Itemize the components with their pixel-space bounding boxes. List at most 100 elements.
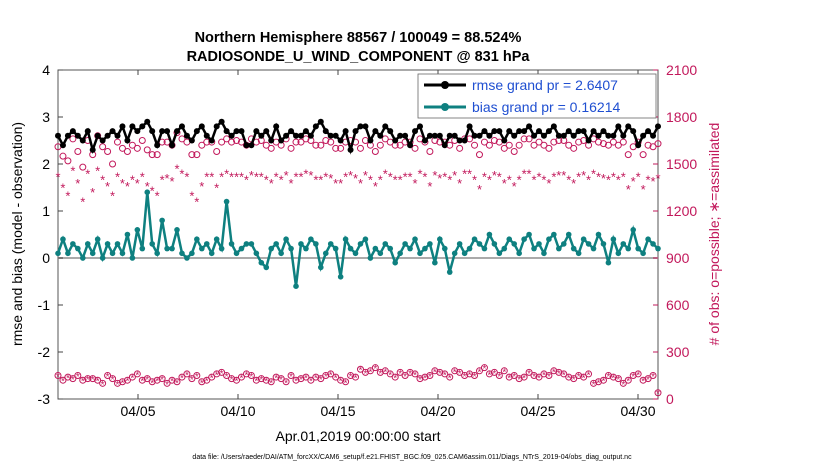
obs-possible-point xyxy=(327,138,335,146)
obs-possible-point xyxy=(471,141,479,149)
obs-possible-point xyxy=(302,373,310,381)
rmse-point xyxy=(188,137,195,144)
bias-point xyxy=(203,241,210,247)
obs-possible-point xyxy=(530,372,538,379)
rmse-point xyxy=(59,142,66,149)
y-tick-label-left: 3 xyxy=(42,109,50,125)
rmse-point xyxy=(337,137,344,144)
obs-assimilated-low-point: * xyxy=(264,377,268,388)
obs-assimilated-low-point: * xyxy=(56,372,60,383)
obs-assimilated-low-point: * xyxy=(339,377,343,388)
obs-possible-point xyxy=(466,370,474,378)
legend-box xyxy=(417,73,657,119)
obs-assimilated-low-point: * xyxy=(641,377,645,388)
y-tick-label-right: 2100 xyxy=(666,62,697,78)
obs-assimilated-point: * xyxy=(184,170,189,185)
rmse-point xyxy=(496,128,503,135)
bias-point xyxy=(55,250,61,257)
rmse-point xyxy=(213,123,220,130)
rmse-point xyxy=(84,128,91,135)
y-tick-label-right: 1500 xyxy=(666,156,697,172)
rmse-point xyxy=(134,128,141,135)
obs-assimilated-low-point: * xyxy=(463,372,467,383)
rmse-point xyxy=(169,142,176,149)
rmse-point xyxy=(526,123,533,130)
obs-possible-point xyxy=(639,151,647,159)
y-tick-label-left: 4 xyxy=(42,62,50,78)
bias-point xyxy=(243,241,250,247)
obs-assimilated-low-point: * xyxy=(597,378,601,389)
obs-assimilated-low-point: * xyxy=(106,372,110,383)
rmse-point xyxy=(630,128,637,135)
obs-assimilated-point: * xyxy=(100,173,105,188)
obs-assimilated-low-point: * xyxy=(254,377,258,388)
obs-assimilated-point: * xyxy=(179,166,184,181)
obs-possible-point xyxy=(376,141,384,149)
obs-possible-point xyxy=(421,373,429,381)
obs-assimilated-low-point: * xyxy=(557,369,561,380)
obs-possible-point xyxy=(208,373,216,381)
rmse-point xyxy=(367,137,374,144)
obs-assimilated-point: * xyxy=(115,170,120,185)
obs-assimilated-point: * xyxy=(150,184,155,199)
x-tick-label: 04/10 xyxy=(220,403,255,419)
obs-assimilated-low-point: * xyxy=(403,372,407,383)
rmse-point xyxy=(332,132,339,139)
rmse-point xyxy=(302,128,309,135)
obs-assimilated-low-point: * xyxy=(81,377,85,388)
rmse-point xyxy=(307,132,314,139)
rmse-point xyxy=(620,132,627,139)
rmse-point xyxy=(159,128,166,135)
obs-assimilated-point: * xyxy=(517,173,522,188)
obs-possible-point xyxy=(510,372,518,379)
bias-point xyxy=(625,245,632,252)
obs-possible-point xyxy=(267,144,275,152)
obs-assimilated-point: * xyxy=(279,173,284,188)
obs-assimilated-point: * xyxy=(442,170,447,185)
obs-assimilated-low-point: * xyxy=(656,389,660,400)
rmse-point xyxy=(79,137,86,144)
obs-assimilated-point: * xyxy=(65,188,70,203)
obs-assimilated-low-point: * xyxy=(304,374,308,385)
obs-assimilated-low-point: * xyxy=(512,372,516,383)
obs-assimilated-low-point: * xyxy=(592,380,596,391)
obs-assimilated-point: * xyxy=(373,179,378,194)
obs-assimilated-point: * xyxy=(284,168,289,183)
obs-assimilated-point: * xyxy=(264,173,269,188)
obs-assimilated-low-point: * xyxy=(468,370,472,381)
obs-assimilated-low-point: * xyxy=(249,372,253,383)
obs-possible-point xyxy=(436,368,444,376)
obs-assimilated-low-point: * xyxy=(111,375,115,386)
obs-possible-point xyxy=(317,141,325,149)
rmse-point xyxy=(491,128,498,135)
bias-point xyxy=(278,250,284,257)
obs-possible-point xyxy=(262,141,270,149)
rmse-point xyxy=(124,137,131,144)
rmse-point xyxy=(407,142,414,149)
rmse-point xyxy=(456,137,463,144)
obs-assimilated-low-point: * xyxy=(487,370,491,381)
bias-point xyxy=(526,231,532,238)
bias-point xyxy=(253,250,260,257)
obs-assimilated-low-point: * xyxy=(220,369,224,380)
obs-assimilated-low-point: * xyxy=(230,375,234,386)
obs-assimilated-low-point: * xyxy=(170,377,174,388)
obs-assimilated-point: * xyxy=(651,174,656,189)
obs-assimilated-point: * xyxy=(209,170,214,185)
obs-possible-point xyxy=(590,379,598,387)
legend-bias-marker xyxy=(441,103,449,111)
obs-assimilated-point: * xyxy=(308,168,313,183)
obs-assimilated-point: * xyxy=(641,182,646,197)
y-tick-label-left: -1 xyxy=(38,297,51,313)
obs-possible-point xyxy=(550,367,558,375)
obs-possible-point xyxy=(371,364,379,372)
y-tick-label-left: -2 xyxy=(38,344,51,360)
obs-possible-point xyxy=(297,138,305,146)
rmse-point xyxy=(610,132,617,139)
bias-point xyxy=(407,245,413,252)
rmse-point xyxy=(600,128,607,135)
bias-point xyxy=(536,241,542,247)
obs-possible-point xyxy=(128,373,136,381)
obs-possible-point xyxy=(59,152,67,160)
obs-assimilated-low-point: * xyxy=(96,377,100,388)
